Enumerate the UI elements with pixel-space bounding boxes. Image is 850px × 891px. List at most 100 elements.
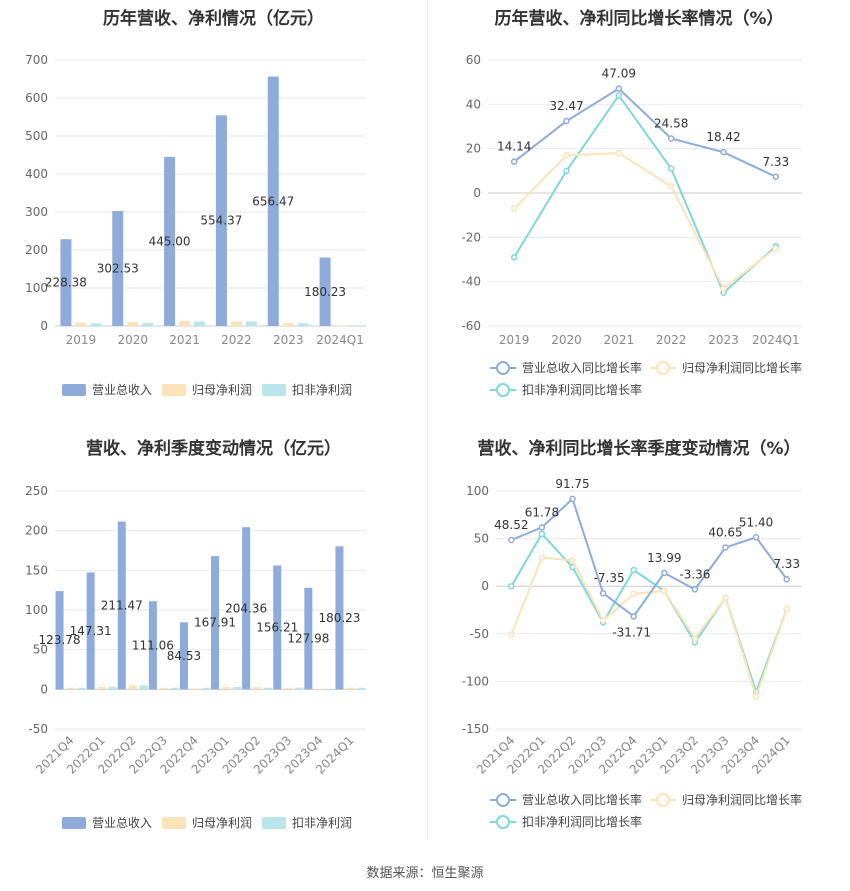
data-label: 32.47 [549, 99, 583, 113]
data-label: 167.91 [194, 616, 236, 630]
legend-swatch [162, 817, 186, 829]
bar-revenue [112, 211, 124, 326]
data-label: 302.53 [97, 262, 139, 276]
series-point [752, 534, 760, 541]
bar-deducted-profit [170, 687, 179, 690]
data-label: 445.00 [149, 234, 191, 248]
legend-swatch [262, 384, 286, 396]
legend-swatch [62, 384, 86, 396]
legend-marker [496, 361, 510, 375]
series-point [538, 554, 546, 561]
data-label: 7.33 [773, 557, 800, 571]
series-line-0 [513, 87, 777, 178]
x-tick-label: 2022 [656, 333, 687, 347]
chart-title: 营收、净利季度变动情况（亿元） [86, 439, 341, 459]
y-tick-label: 250 [25, 484, 48, 498]
series-point [563, 167, 570, 175]
series-point [720, 285, 727, 292]
bar-parent-profit [346, 687, 355, 690]
bar-deducted-profit [108, 686, 117, 690]
x-tick-label: 2020 [117, 333, 148, 347]
y-tick-label: 600 [25, 91, 48, 105]
series-point [615, 92, 623, 99]
bar-revenue [211, 556, 220, 690]
bar-revenue [273, 565, 282, 690]
data-label: 204.36 [225, 601, 267, 615]
bar-deducted-profit [194, 321, 206, 326]
data-label: 91.75 [555, 477, 589, 491]
y-tick-label: -50 [469, 627, 489, 641]
annual-bar-chart-svg: 0 100 200 300 400 500 600 700 2019 2020 2021 2022 20… [25, 53, 366, 397]
series-line-2 [513, 93, 777, 295]
y-tick-label: 100 [25, 281, 48, 295]
y-tick-label: -40 [461, 275, 481, 289]
quarterly-line-chart-svg: -150-100-500501002021Q42022Q12022Q22022Q… [462, 477, 802, 829]
series-point [563, 152, 570, 159]
series-point [783, 605, 790, 613]
series-point [661, 587, 668, 595]
x-tick-label: 2023 [708, 333, 739, 347]
series-point [752, 693, 760, 700]
bar-parent-profit [190, 688, 199, 690]
bar-deducted-profit [142, 322, 154, 326]
bar-parent-profit [159, 687, 168, 690]
legend-label: 归母净利润同比增长率 [682, 360, 802, 375]
y-tick-label: 0 [473, 186, 481, 200]
bar-revenue [215, 115, 227, 326]
legend-label: 扣非净利润 [292, 816, 352, 830]
legend-marker [656, 361, 670, 375]
bar-parent-profit [97, 686, 106, 690]
bar-deducted-profit [77, 687, 86, 690]
series-point [615, 85, 623, 92]
x-tick-label: 2022 [221, 333, 252, 347]
bar-parent-profit [253, 686, 262, 690]
y-tick-label: 40 [466, 97, 481, 111]
legend-label: 营业总收入 [92, 816, 152, 830]
bar-deducted-profit [326, 689, 335, 691]
series-point [599, 617, 607, 624]
series-point [691, 635, 699, 642]
legend-marker [496, 815, 510, 829]
data-label: 127.98 [287, 632, 329, 646]
data-source-note: 数据来源：恒生聚源 [366, 866, 484, 881]
series-point [630, 590, 637, 598]
x-tick-label: 2021 [169, 333, 200, 347]
data-label: 123.78 [39, 633, 81, 647]
bar-parent-profit [127, 321, 139, 326]
data-label: 156.21 [256, 620, 298, 634]
series-point [772, 173, 780, 181]
data-label: 228.38 [45, 276, 87, 290]
series-line-1 [513, 152, 777, 290]
legend-label: 营业总收入 [92, 383, 152, 397]
series-point [667, 183, 675, 190]
bar-revenue [86, 572, 95, 690]
y-tick-label: 0 [40, 319, 48, 333]
y-tick-label: 500 [25, 129, 48, 143]
legend-label: 归母净利润 [192, 816, 252, 830]
series-point [538, 530, 546, 538]
data-label: -7.35 [594, 571, 625, 585]
series-point [667, 135, 675, 142]
y-tick-label: 50 [33, 643, 48, 657]
bar-parent-profit [66, 687, 75, 690]
bar-parent-profit [75, 322, 87, 326]
x-tick-label: 2023 [273, 333, 304, 347]
legend-swatch [162, 384, 186, 396]
x-tick-label: 2019 [66, 333, 97, 347]
bar-revenue [335, 546, 344, 690]
bar-deducted-profit [90, 323, 102, 326]
x-tick-label: 2021 [604, 333, 635, 347]
series-point [510, 158, 518, 165]
y-tick-label: -150 [462, 722, 489, 736]
y-tick-label: 400 [25, 167, 48, 181]
bar-parent-profit [334, 325, 346, 327]
chart-title: 营收、净利同比增长率季度变动情况（%） [477, 439, 801, 459]
bar-deducted-profit [297, 323, 309, 326]
y-tick-label: 0 [40, 682, 48, 696]
legend-label: 扣非净利润同比增长率 [522, 382, 642, 397]
data-label: 40.65 [708, 526, 742, 540]
quarterly-growth-chart: 营收、净利同比增长率季度变动情况（%） -150 -100 -50 0 50 100 202… [428, 430, 850, 845]
y-tick-label: -100 [462, 674, 489, 688]
bar-parent-profit [230, 321, 242, 326]
data-label: 111.06 [132, 638, 174, 652]
